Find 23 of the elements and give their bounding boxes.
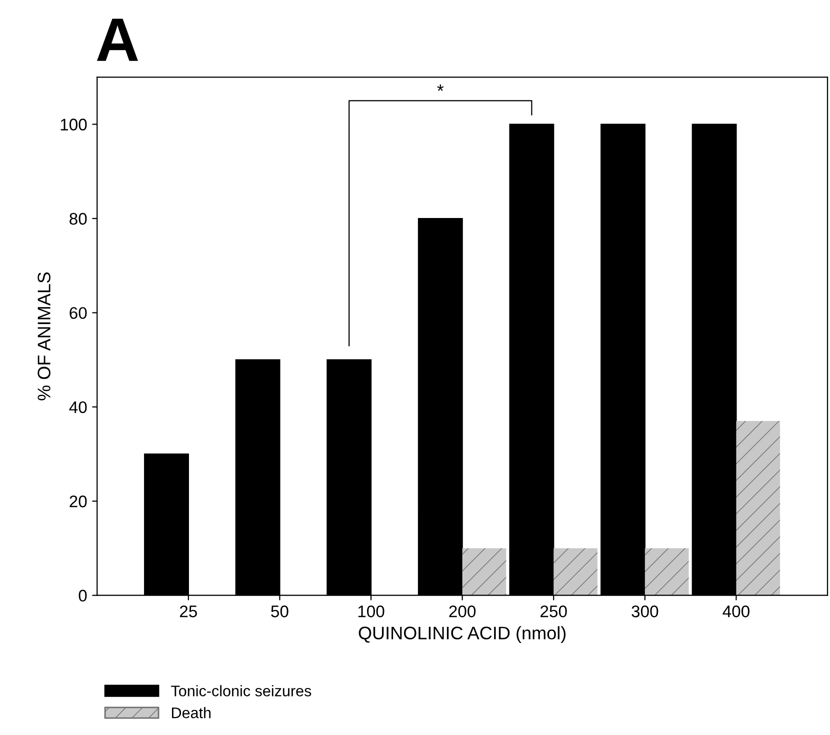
x-tick-label: 25 bbox=[180, 606, 197, 618]
y-tick-label: 100 bbox=[60, 118, 87, 130]
x-tick-label: 300 bbox=[632, 606, 658, 618]
y-tick-label: 20 bbox=[70, 496, 87, 508]
bar bbox=[644, 548, 689, 596]
y-tick-label: 60 bbox=[70, 307, 87, 319]
y-tick-label: 40 bbox=[69, 401, 87, 414]
legend-label: Tonic-clonic seizures bbox=[171, 685, 312, 696]
bar bbox=[736, 421, 780, 596]
chart-title: A bbox=[96, 18, 138, 61]
annotation: * bbox=[437, 84, 444, 91]
bar bbox=[554, 548, 598, 596]
x-tick-label: 250 bbox=[540, 606, 567, 618]
y-tick-label: 0 bbox=[78, 590, 87, 602]
legend-label: Death bbox=[172, 707, 211, 718]
x-tick-label: 50 bbox=[271, 606, 288, 618]
x-axis-title: QUINOLINIC ACID (nmol) bbox=[358, 626, 566, 643]
x-tick-label: 400 bbox=[722, 606, 750, 618]
y-tick-label: 80 bbox=[70, 212, 87, 225]
x-tick-label: 200 bbox=[449, 606, 476, 618]
bar bbox=[462, 548, 506, 596]
x-tick-label: 100 bbox=[358, 606, 384, 618]
y-axis-title: % OF ANIMALS bbox=[38, 272, 50, 400]
